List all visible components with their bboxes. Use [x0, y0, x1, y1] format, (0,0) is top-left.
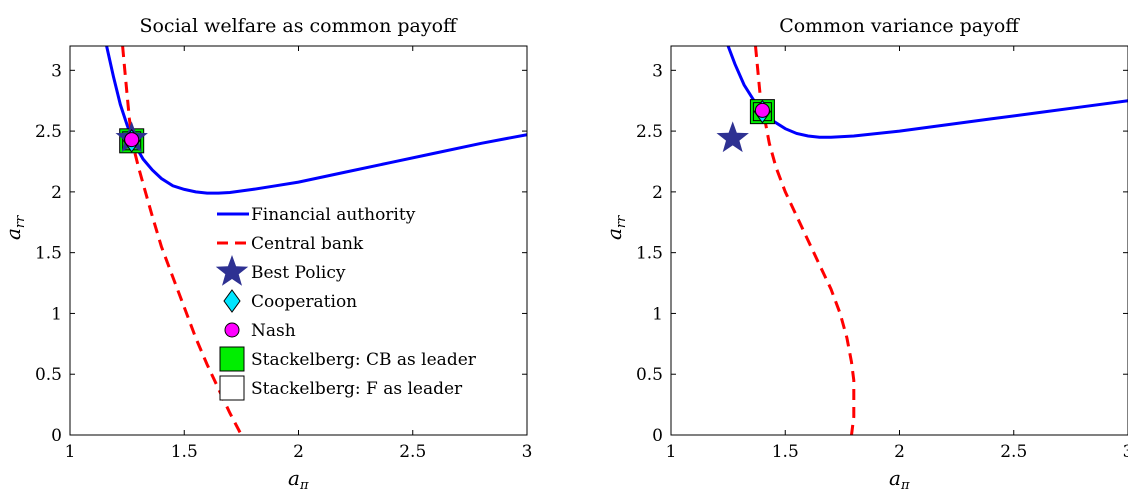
- legend-swatch-stackelberg-cb-as-leader: [219, 346, 245, 372]
- right-y-tick-label: 0.5: [636, 365, 663, 385]
- right-x-tick-label: 3: [1123, 442, 1128, 462]
- left-y-tick-label: 1: [51, 304, 62, 324]
- legend-label-stackelberg-cb-as-leader: Stackelberg: CB as leader: [251, 350, 477, 370]
- left-x-tick-label: 3: [522, 442, 533, 462]
- legend-swatch-nash: [224, 322, 240, 338]
- right-y-tick-label: 2.5: [636, 122, 663, 142]
- right-x-tick-label: 1: [666, 442, 677, 462]
- right-axes-frame: [670, 45, 1128, 436]
- left-x-tick-label: 2: [293, 442, 304, 462]
- right-point-best-policy: [716, 121, 749, 153]
- right-y-axis-label: arr: [602, 215, 629, 240]
- legend-label-nash: Nash: [251, 321, 296, 341]
- right-chart-panel: Common variance payoff 1 1.5 2 2.5 3 0 0.5 1 1.5…: [602, 15, 1128, 493]
- left-y-axis-label: arr: [1, 215, 28, 240]
- left-x-axis-label: aπ: [288, 466, 309, 493]
- right-y-tick-label: 0: [652, 426, 663, 446]
- left-y-tick-label: 2: [51, 183, 62, 203]
- right-x-axis-label: aπ: [889, 466, 910, 493]
- legend-label-financial-authority: Financial authority: [251, 205, 416, 225]
- right-point-nash: [754, 102, 770, 118]
- left-y-tick-label: 3: [51, 61, 62, 81]
- right-chart-title: Common variance payoff: [779, 15, 1020, 37]
- right-y-tick-label: 3: [652, 61, 663, 81]
- left-legend: Financial authority Central bank Best Poli…: [215, 205, 477, 401]
- right-series-financial-authority-line: [726, 46, 1128, 139]
- left-y-tick-label: 2.5: [35, 122, 62, 142]
- legend-swatch-cooperation: [223, 289, 241, 313]
- right-y-tick-label: 1: [652, 304, 663, 324]
- legend-swatch-best-policy: [215, 255, 249, 286]
- left-y-tick-label: 1.5: [35, 244, 62, 264]
- right-y-tick-label: 2: [652, 183, 663, 203]
- legend-label-best-policy: Best Policy: [251, 263, 346, 283]
- legend-label-central-bank: Central bank: [251, 234, 364, 254]
- legend-swatch-stackelberg-f-as-leader: [219, 375, 245, 401]
- right-series-central-bank-line: [754, 46, 856, 435]
- legend-label-cooperation: Cooperation: [251, 292, 357, 312]
- left-ticks: 1 1.5 2 2.5 3 0 0.5 1 1.5 2 2.5 3: [35, 46, 532, 462]
- left-y-tick-label: 0: [51, 426, 62, 446]
- right-y-tick-label: 1.5: [636, 244, 663, 264]
- left-point-nash: [124, 132, 140, 148]
- right-x-tick-label: 2.5: [1000, 442, 1027, 462]
- right-ticks: 1 1.5 2 2.5 3 0 0.5 1 1.5 2 2.5 3: [636, 46, 1128, 462]
- left-series-financial-authority-line: [105, 46, 527, 195]
- legend-label-stackelberg-f-as-leader: Stackelberg: F as leader: [251, 379, 463, 399]
- left-chart-panel: Social welfare as common payoff 1 1.5 2 2.5…: [1, 15, 532, 493]
- right-x-tick-label: 1.5: [772, 442, 799, 462]
- right-plot-area: [726, 46, 1128, 435]
- left-y-tick-label: 0.5: [35, 365, 62, 385]
- left-x-tick-label: 2.5: [399, 442, 426, 462]
- left-x-tick-label: 1.5: [171, 442, 198, 462]
- left-chart-title: Social welfare as common payoff: [139, 15, 458, 37]
- left-x-tick-label: 1: [65, 442, 76, 462]
- right-x-tick-label: 2: [894, 442, 905, 462]
